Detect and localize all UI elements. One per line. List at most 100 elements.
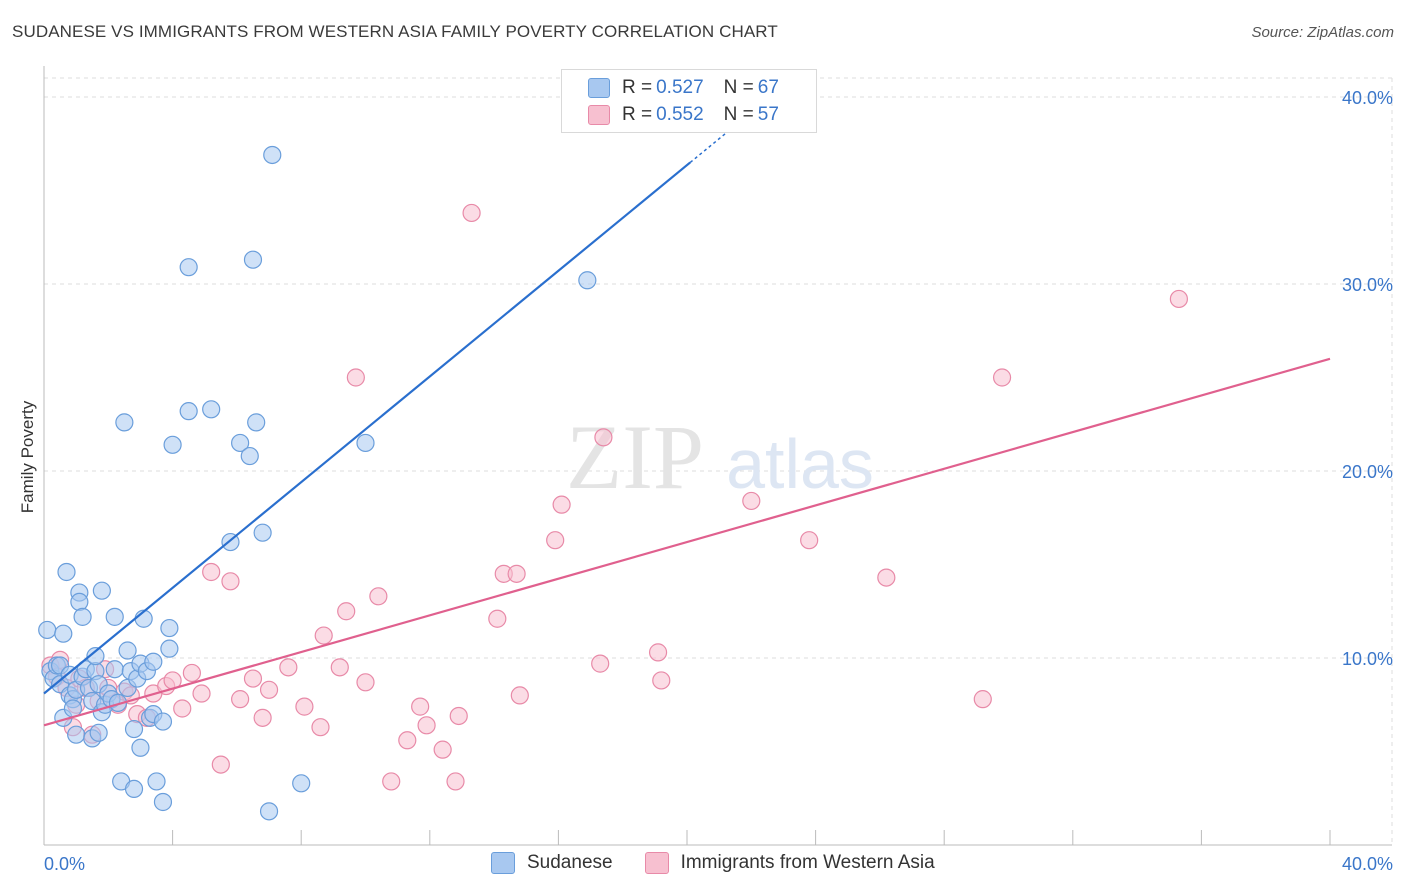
data-point-immigrants — [231, 690, 250, 709]
data-point-sudanese — [124, 779, 144, 799]
data-point-sudanese — [153, 712, 173, 731]
data-point-sudanese — [202, 400, 221, 419]
data-point-immigrants — [1169, 289, 1188, 309]
chart-title: SUDANESE VS IMMIGRANTS FROM WESTERN ASIA… — [12, 22, 778, 41]
x-tick-label: 0.0% — [44, 854, 85, 874]
series-sudanese — [38, 145, 597, 821]
data-point-immigrants — [221, 572, 240, 591]
data-point-sudanese — [118, 641, 137, 660]
data-point-immigrants — [433, 740, 452, 759]
data-point-sudanese — [243, 250, 263, 269]
data-point-sudanese — [73, 607, 92, 626]
y-tick-label: 20.0% — [1342, 462, 1393, 482]
data-point-immigrants — [877, 568, 896, 587]
data-point-sudanese — [231, 433, 250, 453]
data-point-sudanese — [131, 738, 150, 757]
legend-r-label: R = — [622, 104, 653, 125]
trend-line-immigrants — [43, 357, 1331, 727]
data-point-sudanese — [292, 774, 311, 793]
trend-line-sudanese-ext — [689, 132, 727, 164]
legend-n-value: 67 — [757, 77, 779, 98]
data-point-immigrants — [182, 663, 201, 683]
legend-label-immigrants: Immigrants from Western Asia — [680, 852, 935, 873]
data-point-sudanese — [57, 562, 76, 582]
correlation-legend: R = 0.527 N = 67 R = 0.552 N = 57 — [561, 69, 817, 133]
data-point-immigrants — [546, 531, 565, 550]
legend-swatch-immigrants — [588, 105, 610, 125]
legend-n-value: 57 — [757, 104, 779, 125]
legend-row-sudanese: R = 0.527 N = 67 — [588, 76, 779, 100]
data-point-immigrants — [652, 671, 671, 690]
data-point-immigrants — [648, 643, 668, 662]
trend-lines — [43, 132, 1331, 727]
data-point-sudanese — [160, 639, 179, 658]
data-point-immigrants — [173, 699, 192, 718]
legend-row-immigrants: R = 0.552 N = 57 — [588, 103, 779, 127]
data-point-sudanese — [259, 802, 279, 821]
legend-swatch-sudanese — [588, 78, 610, 98]
data-point-sudanese — [70, 592, 89, 612]
data-point-sudanese — [92, 581, 111, 600]
data-point-sudanese — [89, 723, 108, 742]
series-legend: Sudanese Immigrants from Western Asia — [491, 852, 967, 874]
data-point-sudanese — [144, 652, 163, 671]
data-point-sudanese — [356, 433, 375, 453]
data-point-immigrants — [594, 428, 613, 447]
legend-item-immigrants[interactable]: Immigrants from Western Asia — [644, 852, 935, 874]
trend-line-sudanese — [43, 161, 691, 695]
data-point-sudanese — [253, 523, 272, 542]
legend-n-label: N = — [723, 104, 754, 125]
data-point-immigrants — [973, 690, 992, 709]
axes — [43, 66, 1392, 846]
data-point-sudanese — [578, 271, 597, 290]
data-point-immigrants — [510, 686, 529, 705]
data-point-immigrants — [446, 772, 465, 791]
data-point-sudanese — [263, 145, 282, 165]
data-point-sudanese — [54, 624, 73, 643]
y-tick-label: 30.0% — [1342, 275, 1393, 295]
data-point-immigrants — [202, 562, 221, 582]
legend-n-label: N = — [723, 77, 754, 98]
data-point-immigrants — [253, 708, 272, 727]
data-point-sudanese — [179, 402, 198, 421]
y-axis-title: Family Poverty — [18, 400, 37, 514]
data-point-sudanese — [124, 719, 144, 739]
y-tick-label: 10.0% — [1342, 649, 1393, 669]
data-point-sudanese — [105, 660, 124, 679]
legend-item-sudanese[interactable]: Sudanese — [491, 852, 613, 874]
data-point-immigrants — [337, 602, 356, 621]
data-point-immigrants — [330, 658, 349, 677]
data-point-immigrants — [211, 755, 230, 774]
data-point-immigrants — [992, 368, 1012, 387]
watermark-zip: ZIP — [566, 406, 704, 508]
legend-swatch-immigrants — [644, 852, 669, 874]
data-point-sudanese — [163, 435, 182, 454]
data-point-immigrants — [800, 531, 819, 550]
data-point-sudanese — [86, 647, 105, 666]
data-point-immigrants — [369, 587, 388, 606]
watermark: ZIP atlas — [566, 406, 874, 508]
y-tick-label: 40.0% — [1342, 88, 1393, 108]
data-point-immigrants — [356, 673, 375, 692]
data-point-immigrants — [346, 368, 365, 387]
chart-source: Source: ZipAtlas.com — [1251, 24, 1394, 41]
data-point-immigrants — [314, 626, 333, 645]
x-tick-label: 40.0% — [1342, 854, 1393, 874]
data-point-sudanese — [240, 446, 259, 466]
data-point-sudanese — [115, 413, 134, 432]
data-point-immigrants — [591, 654, 610, 673]
legend-r-value: 0.527 — [656, 77, 704, 98]
data-point-sudanese — [147, 772, 166, 791]
data-point-sudanese — [38, 620, 57, 640]
watermark-atlas: atlas — [726, 425, 874, 503]
legend-r-value: 0.552 — [656, 104, 704, 125]
data-point-immigrants — [382, 772, 401, 791]
data-point-sudanese — [67, 725, 86, 744]
legend-r-label: R = — [622, 77, 653, 98]
data-point-immigrants — [295, 697, 314, 716]
tick-labels: 10.0% 20.0% 30.0% 40.0% 0.0% 40.0% — [44, 88, 1393, 874]
legend-label-sudanese: Sudanese — [527, 852, 613, 873]
data-point-immigrants — [398, 731, 417, 750]
data-point-immigrants — [507, 564, 526, 583]
